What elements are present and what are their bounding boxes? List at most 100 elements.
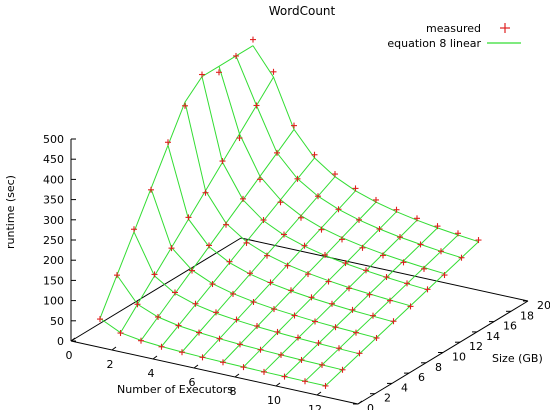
x-tick-mark bbox=[152, 355, 158, 360]
measured-point bbox=[250, 299, 257, 306]
z-tick-label: 350 bbox=[43, 194, 64, 207]
measured-point bbox=[281, 231, 287, 238]
measured-point bbox=[196, 329, 202, 336]
measured-point bbox=[339, 366, 346, 373]
measured-point bbox=[243, 239, 250, 246]
measured-point bbox=[349, 306, 356, 313]
z-tick-label: 450 bbox=[43, 153, 64, 166]
measured-point bbox=[270, 68, 277, 75]
x-tick-label: 8 bbox=[230, 385, 237, 398]
measured-point bbox=[288, 287, 294, 294]
y-tick-label: 12 bbox=[469, 340, 483, 353]
x-axis-base bbox=[70, 340, 359, 405]
measured-point bbox=[342, 260, 349, 267]
y-tick-label: 16 bbox=[503, 320, 517, 333]
measured-point bbox=[315, 193, 321, 200]
surface-line-y bbox=[201, 76, 428, 291]
z-tick-label: 250 bbox=[43, 234, 64, 247]
measured-point bbox=[424, 286, 431, 293]
surface-line-y bbox=[133, 231, 360, 355]
measured-point bbox=[308, 294, 315, 301]
measured-point bbox=[339, 236, 345, 243]
chart-title: WordCount bbox=[269, 4, 336, 18]
surface-line-x bbox=[99, 45, 254, 319]
measured-point bbox=[199, 71, 205, 78]
legend-label-linear: equation 8 linear bbox=[387, 37, 481, 50]
measured-point bbox=[206, 242, 212, 249]
surface-line-y bbox=[235, 55, 462, 259]
x-tick-label: 4 bbox=[148, 367, 155, 380]
measured-point bbox=[325, 278, 332, 285]
y-tick-label: 6 bbox=[418, 371, 425, 384]
surface-line-x bbox=[263, 219, 418, 373]
legend: measured equation 8 linear bbox=[387, 22, 521, 50]
measured-point bbox=[458, 254, 465, 261]
measured-point bbox=[254, 322, 260, 329]
y-tick-label: 20 bbox=[537, 299, 550, 312]
measured-point bbox=[250, 36, 256, 43]
back-y-base bbox=[70, 237, 242, 342]
axes-layer bbox=[70, 138, 529, 405]
measured-point bbox=[356, 350, 363, 357]
measured-point bbox=[380, 252, 386, 259]
surface-line-x bbox=[222, 201, 377, 363]
measured-point bbox=[359, 244, 366, 251]
measured-point bbox=[400, 259, 407, 266]
x-tick-mark bbox=[193, 364, 199, 369]
y-tick-label: 2 bbox=[384, 392, 391, 405]
measured-point bbox=[335, 206, 342, 213]
measured-point bbox=[414, 215, 420, 222]
measured-point bbox=[267, 279, 274, 286]
z-tick-label: 500 bbox=[43, 133, 64, 146]
measured-point bbox=[261, 368, 267, 375]
measured-point bbox=[185, 214, 192, 221]
legend-marker-measured bbox=[500, 23, 510, 33]
measured-point bbox=[175, 322, 182, 329]
x-tick-label: 12 bbox=[308, 403, 322, 410]
measured-point bbox=[219, 158, 226, 165]
y-tick-label: 10 bbox=[452, 351, 466, 364]
x-tick-label: 6 bbox=[189, 376, 196, 389]
measured-point bbox=[322, 251, 328, 258]
measured-point bbox=[298, 214, 304, 221]
x-tick-mark bbox=[234, 373, 240, 378]
measured-point bbox=[138, 337, 144, 344]
z-tick-label: 150 bbox=[43, 274, 64, 287]
measured-point bbox=[213, 309, 219, 316]
measured-point bbox=[223, 221, 229, 228]
measured-point bbox=[455, 230, 461, 237]
measured-point bbox=[260, 217, 267, 224]
measured-point bbox=[240, 364, 247, 371]
z-tick-label: 300 bbox=[43, 214, 64, 227]
measured-point bbox=[271, 306, 277, 313]
y-tick-label: 18 bbox=[520, 309, 534, 322]
measured-point bbox=[295, 334, 301, 341]
measured-point bbox=[366, 291, 373, 298]
measured-point bbox=[168, 245, 175, 252]
measured-point bbox=[240, 195, 246, 202]
measured-point bbox=[404, 280, 410, 287]
y-tick-label: 0 bbox=[367, 402, 374, 410]
measured-point bbox=[332, 324, 339, 331]
surface-line-x bbox=[325, 241, 479, 387]
measured-point bbox=[438, 248, 444, 255]
measured-point bbox=[172, 289, 178, 296]
z-tick-label: 400 bbox=[43, 173, 64, 186]
measured-point bbox=[158, 343, 165, 350]
surface-line-y bbox=[252, 45, 479, 243]
x-tick-mark bbox=[111, 346, 117, 351]
measured-point bbox=[315, 339, 322, 346]
z-tick-label: 100 bbox=[43, 295, 64, 308]
measured-point bbox=[165, 139, 171, 146]
x-tick-label: 10 bbox=[267, 394, 281, 407]
tick-labels-layer: 0501001502002503003504004505000246810121… bbox=[43, 133, 550, 410]
measured-point bbox=[311, 151, 318, 158]
measured-point bbox=[199, 354, 206, 361]
measured-point bbox=[397, 234, 403, 241]
z-axis-label: runtime (sec) bbox=[4, 175, 17, 249]
legend-label-measured: measured bbox=[426, 22, 481, 35]
surface-line-x bbox=[140, 129, 295, 341]
measured-point bbox=[322, 382, 329, 389]
measured-point bbox=[216, 69, 222, 76]
